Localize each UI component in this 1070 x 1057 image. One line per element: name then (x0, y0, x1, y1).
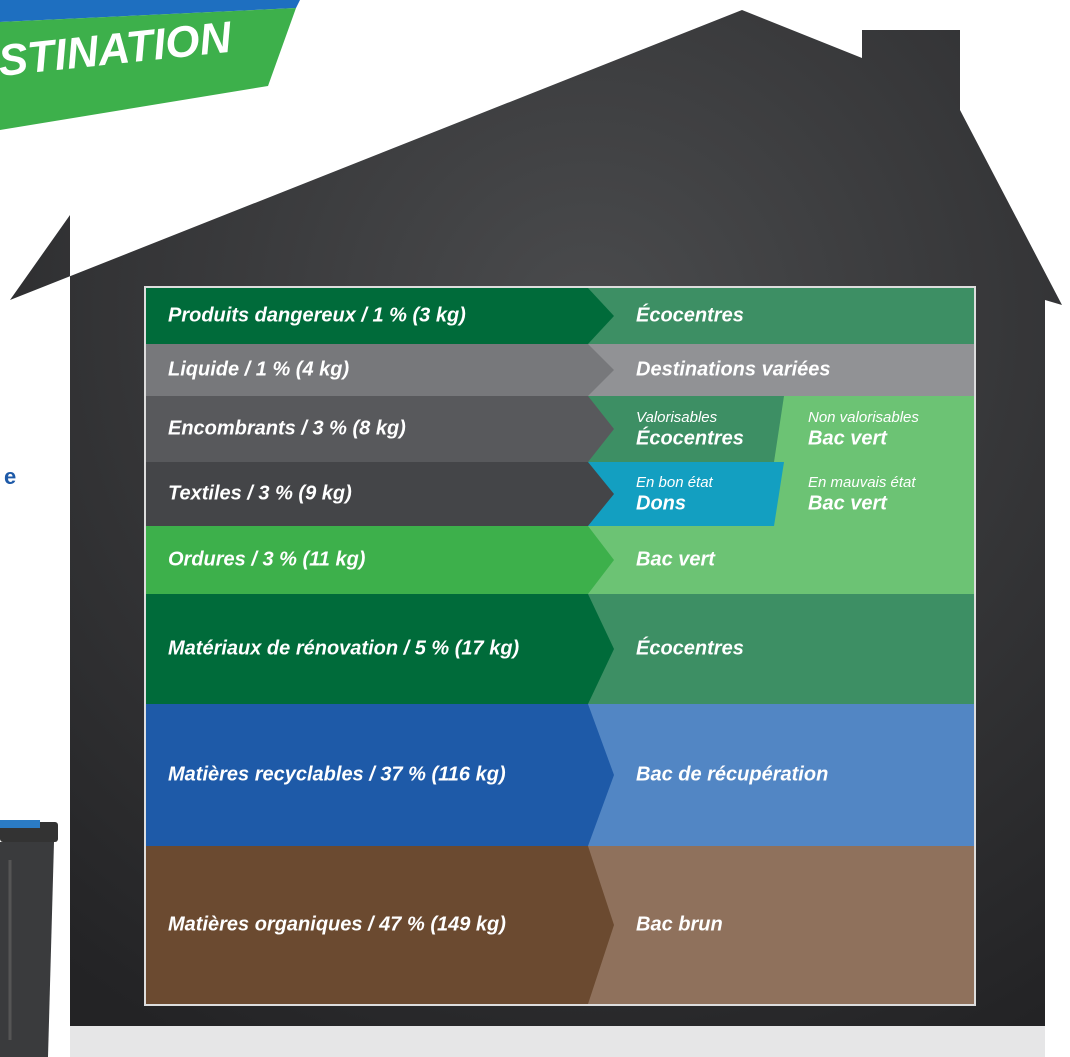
category-label: Liquide / 1 % (4 kg) (168, 358, 349, 380)
floor (70, 1026, 1045, 1057)
category-label: Encombrants / 3 % (8 kg) (168, 417, 406, 439)
destination: Destinations variées (636, 358, 831, 380)
qualifier: Non valorisables (808, 409, 919, 426)
qualifier: En mauvais état (808, 474, 916, 491)
category-label: Ordures / 3 % (11 kg) (168, 548, 366, 570)
infographic: STINATION e ÉcocentresProduits dangereux… (0, 0, 1070, 1057)
category-label: Matériaux de rénovation / 5 % (17 kg) (168, 637, 520, 659)
destination-bg (588, 462, 788, 526)
category-label: Textiles / 3 % (9 kg) (168, 482, 352, 504)
category-label: Matières organiques / 47 % (149 kg) (168, 913, 506, 935)
destination: Bac brun (636, 913, 723, 935)
qualifier: Valorisables (636, 409, 718, 426)
destination: Bac de récupération (636, 763, 828, 785)
destination: Écocentres (636, 303, 744, 326)
destination: Dons (636, 492, 686, 514)
side-fragment: e (4, 464, 16, 489)
qualifier: En bon état (636, 474, 714, 491)
rows: Écocentres Produits dangereux / 1 % (3 kg… (146, 288, 974, 1004)
destination: Bac vert (808, 427, 888, 449)
destination: Bac vert (636, 548, 716, 570)
destination: Écocentres (636, 426, 744, 449)
trash-bin (0, 820, 58, 1057)
destination: Bac vert (808, 492, 888, 514)
category-label: Matières recyclables / 37 % (116 kg) (168, 763, 506, 785)
category-label: Produits dangereux / 1 % (3 kg) (168, 304, 466, 326)
destination: Écocentres (636, 636, 744, 659)
